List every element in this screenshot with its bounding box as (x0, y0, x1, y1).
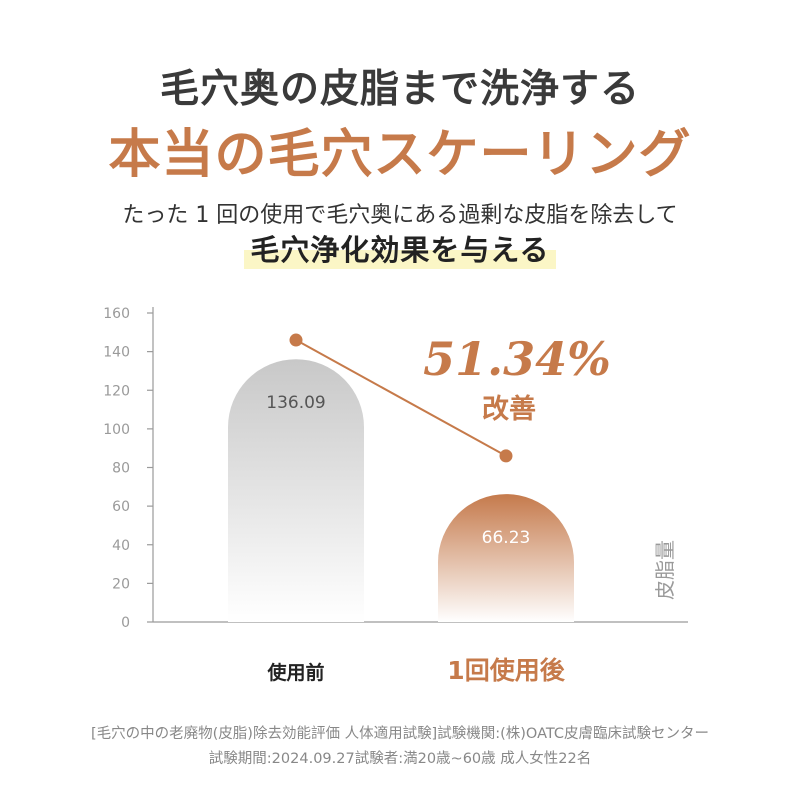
y-axis-label: 皮脂量 (653, 540, 677, 600)
y-tick-label: 160 (103, 306, 130, 322)
x-category-label: 使用前 (266, 661, 324, 684)
footnote-study-info: [毛穴の中の老廃物(皮脂)除去効能評価 人体適用試験]試験機関:(株)OATC皮… (90, 726, 710, 742)
bar-chart: 0 20 40 60 80 100 120 140 160 136.09 66.23 使用前 1回使… (103, 306, 688, 685)
trend-point (499, 449, 513, 463)
y-tick-label: 100 (103, 422, 130, 438)
y-tick-label: 20 (112, 576, 130, 592)
bar-value-label: 136.09 (266, 393, 325, 413)
bar-value-labels: 136.09 66.23 (266, 393, 530, 548)
y-tick-label: 60 (112, 499, 130, 515)
trend-connector (295, 339, 507, 457)
bar-before (228, 359, 364, 622)
highlight-line: 毛穴浄化効果を与える (0, 227, 800, 269)
y-tick-label: 0 (121, 615, 130, 631)
headline-primary: 毛穴奥の皮脂まで洗浄する (159, 67, 640, 112)
y-tick-label: 40 (112, 538, 130, 554)
x-axis-categories: 使用前 1回使用後 (266, 656, 565, 685)
highlighted-subheadline: 毛穴浄化効果を与える (244, 227, 556, 269)
footnote-study-period: 試験期間:2024.09.27試験者:満20歳~60歳 成人女性22名 (208, 751, 592, 767)
bar-after (438, 494, 574, 622)
y-axis-ticks: 0 20 40 60 80 100 120 140 160 (103, 306, 153, 631)
y-tick-label: 140 (103, 345, 130, 361)
bar-value-label: 66.23 (482, 528, 531, 548)
subheadline: たった 1 回の使用で毛穴奥にある過剰な皮脂を除去して (122, 203, 678, 228)
headline-accent: 本当の毛穴スケーリング (108, 125, 692, 185)
y-tick-label: 80 (112, 461, 130, 477)
trend-line (289, 333, 513, 463)
x-category-label: 1回使用後 (447, 656, 565, 685)
improvement-label: 改善 (482, 393, 536, 425)
improvement-percentage: 51.34% (423, 332, 611, 386)
y-tick-label: 120 (103, 383, 130, 399)
trend-point (289, 333, 303, 347)
bars (228, 359, 574, 622)
